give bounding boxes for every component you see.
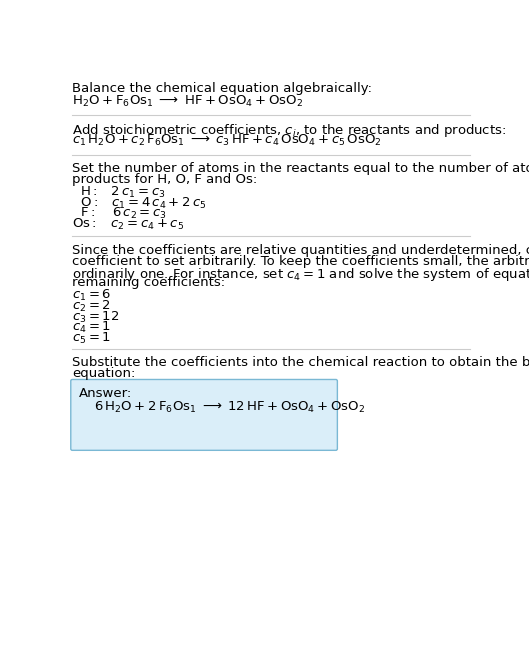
Text: Since the coefficients are relative quantities and underdetermined, choose a: Since the coefficients are relative quan… (72, 244, 529, 257)
Text: Substitute the coefficients into the chemical reaction to obtain the balanced: Substitute the coefficients into the che… (72, 356, 529, 369)
Text: Set the number of atoms in the reactants equal to the number of atoms in the: Set the number of atoms in the reactants… (72, 162, 529, 175)
Text: $6\,\mathrm{H_2O} + 2\,\mathrm{F_6Os_1} \;\longrightarrow\; 12\,\mathrm{HF} + \m: $6\,\mathrm{H_2O} + 2\,\mathrm{F_6Os_1} … (94, 399, 366, 415)
Text: $\mathrm{H_2O + F_6Os_1 \;\longrightarrow\; HF + OsO_4 + OsO_2}$: $\mathrm{H_2O + F_6Os_1 \;\longrightarro… (72, 94, 304, 109)
FancyBboxPatch shape (71, 380, 338, 450)
Text: ordinarily one. For instance, set $c_4 = 1$ and solve the system of equations fo: ordinarily one. For instance, set $c_4 =… (72, 265, 529, 283)
Text: remaining coefficients:: remaining coefficients: (72, 276, 225, 289)
Text: products for H, O, F and Os:: products for H, O, F and Os: (72, 173, 258, 186)
Text: Answer:: Answer: (78, 387, 132, 400)
Text: $\mathrm{O:}\;\;$ $c_1 = 4\,c_4 + 2\,c_5$: $\mathrm{O:}\;\;$ $c_1 = 4\,c_4 + 2\,c_5… (80, 195, 206, 210)
Text: $c_1 = 6$: $c_1 = 6$ (72, 288, 112, 303)
Text: $\mathrm{H:}\;\;$ $2\,c_1 = c_3$: $\mathrm{H:}\;\;$ $2\,c_1 = c_3$ (80, 184, 166, 200)
Text: $c_1\,\mathrm{H_2O} + c_2\,\mathrm{F_6Os_1} \;\longrightarrow\; c_3\,\mathrm{HF}: $c_1\,\mathrm{H_2O} + c_2\,\mathrm{F_6Os… (72, 133, 382, 148)
Text: coefficient to set arbitrarily. To keep the coefficients small, the arbitrary va: coefficient to set arbitrarily. To keep … (72, 255, 529, 268)
Text: $c_3 = 12$: $c_3 = 12$ (72, 309, 120, 325)
Text: Add stoichiometric coefficients, $c_i$, to the reactants and products:: Add stoichiometric coefficients, $c_i$, … (72, 122, 507, 138)
Text: $\mathrm{F:}\;\;\;$ $6\,c_2 = c_3$: $\mathrm{F:}\;\;\;$ $6\,c_2 = c_3$ (80, 206, 167, 221)
Text: Balance the chemical equation algebraically:: Balance the chemical equation algebraica… (72, 82, 372, 95)
Text: $c_4 = 1$: $c_4 = 1$ (72, 320, 112, 335)
Text: $\mathrm{Os:}\;\;$ $c_2 = c_4 + c_5$: $\mathrm{Os:}\;\;$ $c_2 = c_4 + c_5$ (72, 217, 185, 232)
Text: $c_5 = 1$: $c_5 = 1$ (72, 331, 112, 346)
Text: $c_2 = 2$: $c_2 = 2$ (72, 299, 111, 314)
Text: equation:: equation: (72, 367, 136, 380)
